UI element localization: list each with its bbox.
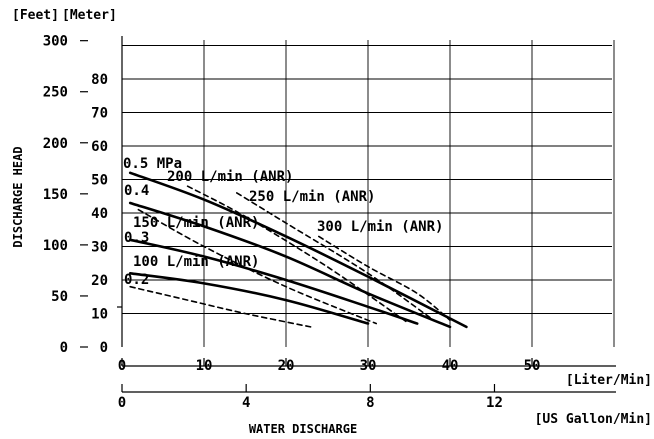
lmin-tick-label-30: 30 <box>360 358 377 374</box>
lmin-tick-label-40: 40 <box>442 358 459 374</box>
feet-tick-label-250: 250 <box>43 85 68 101</box>
feet-tick-label-50: 50 <box>51 289 68 305</box>
x-unit-primary: [Liter/Min] <box>566 373 652 388</box>
meter-tick-label-80: 80 <box>91 72 108 88</box>
y-axis-title: DISCHARGE HEAD <box>11 146 25 247</box>
lmin-tick-label-10: 10 <box>196 358 213 374</box>
pressure-curve-0 <box>128 171 468 329</box>
axes <box>80 36 616 393</box>
gal-tick-label-4: 4 <box>242 395 250 411</box>
label-250-lmin: 250 L/min (ANR) <box>249 189 375 205</box>
meter-tick-label-10: 10 <box>91 307 108 323</box>
feet-tick-label-150: 150 <box>43 187 68 203</box>
meter-tick-label-70: 70 <box>91 106 108 122</box>
gal-tick-label-8: 8 <box>366 395 374 411</box>
curves <box>128 171 468 329</box>
air-curve-7 <box>236 192 435 321</box>
pressure-curve-1 <box>128 201 452 329</box>
meter-tick-label-40: 40 <box>91 206 108 222</box>
air-curve-4 <box>129 285 312 328</box>
gal-tick-label-12: 12 <box>486 395 503 411</box>
lmin-tick-label-20: 20 <box>278 358 295 374</box>
y-unit-left: [Feet] <box>12 8 59 23</box>
label-0-5mpa: 0.5 MPa <box>123 156 182 172</box>
air-curve-6 <box>186 185 410 325</box>
feet-tick-label-0: 0 <box>60 340 68 356</box>
air-curve-8 <box>318 235 451 321</box>
feet-tick-label-200: 200 <box>43 136 68 152</box>
lmin-tick-label-50: 50 <box>524 358 541 374</box>
label-200-lmin: 200 L/min (ANR) <box>167 169 293 185</box>
y-unit-right: [Meter] <box>62 8 117 23</box>
x-unit-secondary: [US Gallon/Min] <box>535 412 652 427</box>
meter-tick-label-60: 60 <box>91 139 108 155</box>
curve-labels: 0.5 MPa 0.4 0.3 0.2 100 L/min (ANR) 150 … <box>123 156 443 288</box>
feet-tick-label-300: 300 <box>43 34 68 50</box>
pressure-curve-2 <box>128 238 419 325</box>
x-axis-title: WATER DISCHARGE <box>249 422 357 436</box>
gal-tick-label-0: 0 <box>118 395 126 411</box>
feet-tick-label-100: 100 <box>43 238 68 254</box>
label-300-lmin: 300 L/min (ANR) <box>317 219 443 235</box>
label-0-4: 0.4 <box>124 183 149 199</box>
meter-tick-label-0: 0 <box>100 340 108 356</box>
label-0-2: 0.2 <box>124 272 149 288</box>
label-100-lmin: 100 L/min (ANR) <box>133 254 259 270</box>
meter-tick-label-50: 50 <box>91 173 108 189</box>
lmin-tick-label-0: 0 <box>118 358 126 374</box>
meter-tick-label-30: 30 <box>91 240 108 256</box>
label-150-lmin: 150 L/min (ANR) <box>133 215 259 231</box>
label-0-3: 0.3 <box>124 230 149 246</box>
grid <box>122 40 615 347</box>
meter-tick-label-20: 20 <box>91 273 108 289</box>
pressure-curve-3 <box>128 272 370 325</box>
